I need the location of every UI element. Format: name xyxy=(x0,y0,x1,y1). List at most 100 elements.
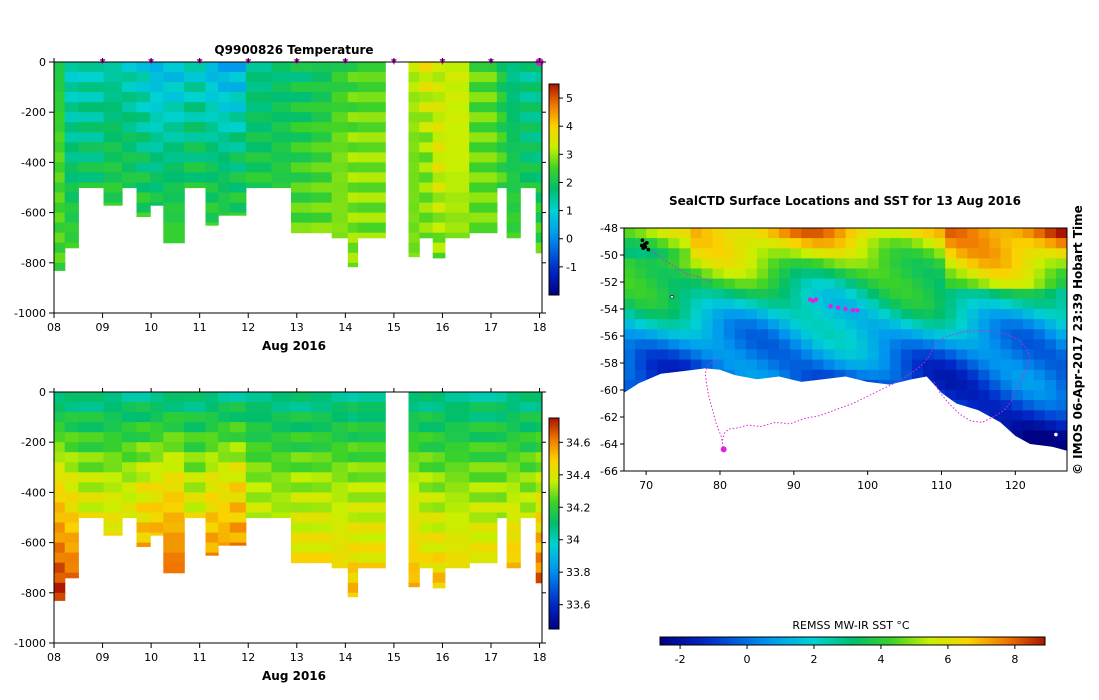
sst-cell xyxy=(1022,420,1035,431)
sst-cell xyxy=(701,339,714,350)
heatmap-cell xyxy=(64,462,79,473)
sst-cell xyxy=(878,329,891,340)
sst-cell xyxy=(912,238,924,249)
map-x-tick-label: 80 xyxy=(713,479,727,492)
heatmap-cell xyxy=(535,192,542,204)
heatmap-cell xyxy=(150,152,164,163)
heatmap-cell xyxy=(54,142,66,153)
heatmap-cell xyxy=(408,232,420,244)
heatmap-cell xyxy=(311,132,333,143)
heatmap-cell xyxy=(136,462,151,473)
heatmap-cell xyxy=(347,232,359,244)
sst-cell xyxy=(1044,228,1057,239)
heatmap-cell xyxy=(229,432,247,443)
x-tick-label: 14 xyxy=(338,651,352,664)
heatmap-cell xyxy=(78,512,105,519)
sst-cell xyxy=(734,339,747,350)
heatmap-cell xyxy=(245,472,273,483)
sst-cell xyxy=(679,329,691,340)
sst-cell xyxy=(1033,258,1046,269)
heatmap-cell xyxy=(496,62,508,73)
heatmap-cell xyxy=(444,472,470,483)
sst-cell xyxy=(1011,258,1024,269)
sst-cell xyxy=(1044,268,1057,280)
heatmap-cell xyxy=(271,142,292,153)
heatmap-cell xyxy=(291,162,312,173)
heatmap-cell xyxy=(245,502,273,513)
sst-cell xyxy=(712,349,725,361)
heatmap-cell xyxy=(357,92,386,103)
heatmap-cell xyxy=(357,532,386,544)
sst-cell xyxy=(934,298,946,310)
heatmap-cell xyxy=(229,492,247,503)
heatmap-cell xyxy=(347,582,359,594)
sst-cell xyxy=(1055,329,1067,340)
heatmap-cell xyxy=(469,62,498,73)
heatmap-cell xyxy=(331,402,349,413)
track-point xyxy=(843,306,848,312)
heatmap-cell xyxy=(469,432,498,443)
heatmap-cell xyxy=(311,72,333,83)
heatmap-cell xyxy=(432,172,446,183)
heatmap-cell xyxy=(163,462,185,473)
salinity-x-label: Aug 2016 xyxy=(262,669,326,683)
heatmap-cell xyxy=(229,182,247,194)
sst-cell xyxy=(1055,369,1067,381)
sst-cell xyxy=(867,248,880,259)
sst-cell xyxy=(1033,410,1046,421)
sst-cell xyxy=(1022,349,1035,361)
heatmap-cell xyxy=(347,72,359,83)
sst-cell xyxy=(668,359,680,371)
sst-cell xyxy=(624,248,636,259)
heatmap-cell xyxy=(271,172,292,183)
heatmap-cell xyxy=(357,512,386,524)
sst-cell xyxy=(779,359,791,371)
heatmap-cell xyxy=(432,542,446,554)
sst-cell xyxy=(779,278,791,290)
sst-cell xyxy=(657,238,669,249)
sst-cell xyxy=(956,390,968,401)
heatmap-cell xyxy=(311,202,333,214)
heatmap-cell xyxy=(432,242,446,254)
heatmap-cell xyxy=(347,152,359,163)
heatmap-cell xyxy=(419,122,434,133)
sst-cell xyxy=(734,329,747,340)
heatmap-cell xyxy=(291,142,312,153)
heatmap-cell xyxy=(122,482,138,493)
heatmap-cell xyxy=(150,142,164,153)
sst-cell xyxy=(646,329,658,340)
sst-cell xyxy=(1044,369,1057,381)
heatmap-cell xyxy=(103,422,123,433)
heatmap-cell xyxy=(64,62,79,73)
sst-cell xyxy=(900,359,913,371)
heatmap-cell xyxy=(432,432,446,443)
sst-cell xyxy=(945,369,957,381)
sst-cell xyxy=(823,238,835,249)
island-marker xyxy=(669,295,675,299)
sst-cell xyxy=(900,268,913,280)
heatmap-cell xyxy=(218,122,231,133)
sst-cell xyxy=(989,288,1002,300)
heatmap-cell xyxy=(331,532,349,544)
heatmap-cell xyxy=(150,402,164,413)
sst-cell xyxy=(956,298,968,310)
heatmap-cell xyxy=(136,512,151,524)
sst-cell xyxy=(934,238,946,249)
sst-cell xyxy=(679,238,691,249)
sst-cell xyxy=(768,359,780,371)
sst-cell xyxy=(923,278,935,290)
sst-cell xyxy=(823,258,835,269)
sst-cell xyxy=(801,278,813,290)
sst-cell xyxy=(912,228,924,239)
heatmap-cell xyxy=(357,102,386,113)
sst-cell xyxy=(1044,238,1057,249)
heatmap-cell xyxy=(469,132,498,143)
y-tick-label: -400 xyxy=(21,156,46,169)
heatmap-cell xyxy=(78,92,105,103)
sst-cell xyxy=(1044,379,1057,391)
sst-cell xyxy=(712,288,725,300)
heatmap-cell xyxy=(136,402,151,413)
heatmap-cell xyxy=(432,452,446,463)
colorbar-tick-label: 34 xyxy=(566,534,580,547)
heatmap-cell xyxy=(64,532,79,544)
